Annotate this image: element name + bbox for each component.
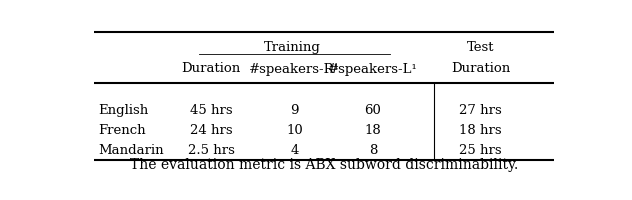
Text: Mandarin: Mandarin — [99, 144, 164, 157]
Text: 4: 4 — [290, 144, 299, 157]
Text: English: English — [99, 104, 149, 117]
Text: 18: 18 — [365, 124, 381, 137]
Text: Training: Training — [264, 41, 320, 54]
Text: 10: 10 — [286, 124, 303, 137]
Text: Duration: Duration — [181, 62, 241, 75]
Text: 60: 60 — [365, 104, 381, 117]
Text: Duration: Duration — [451, 62, 510, 75]
Text: 27 hrs: 27 hrs — [459, 104, 502, 117]
Text: French: French — [99, 124, 146, 137]
Text: #speakers-L¹: #speakers-L¹ — [328, 62, 418, 75]
Text: 45 hrs: 45 hrs — [190, 104, 233, 117]
Text: 2.5 hrs: 2.5 hrs — [188, 144, 234, 157]
Text: #speakers-R¹: #speakers-R¹ — [249, 62, 340, 75]
Text: The evaluation metric is ABX subword discriminability.: The evaluation metric is ABX subword dis… — [130, 158, 518, 172]
Text: 18 hrs: 18 hrs — [459, 124, 502, 137]
Text: 8: 8 — [368, 144, 377, 157]
Text: 9: 9 — [290, 104, 299, 117]
Text: 25 hrs: 25 hrs — [459, 144, 502, 157]
Text: 24 hrs: 24 hrs — [190, 124, 233, 137]
Text: Test: Test — [467, 41, 494, 54]
